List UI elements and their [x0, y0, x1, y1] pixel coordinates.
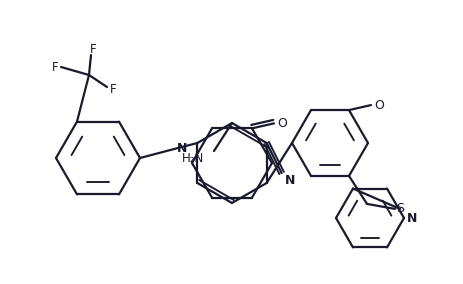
Text: F: F	[109, 82, 116, 95]
Text: O: O	[276, 117, 286, 130]
Text: F: F	[89, 43, 96, 55]
Text: S: S	[395, 202, 403, 215]
Text: N: N	[284, 174, 294, 187]
Text: N: N	[176, 141, 187, 154]
Text: F: F	[51, 60, 58, 74]
Text: H₂N: H₂N	[181, 153, 204, 166]
Text: N: N	[406, 212, 416, 224]
Text: O: O	[373, 99, 383, 112]
